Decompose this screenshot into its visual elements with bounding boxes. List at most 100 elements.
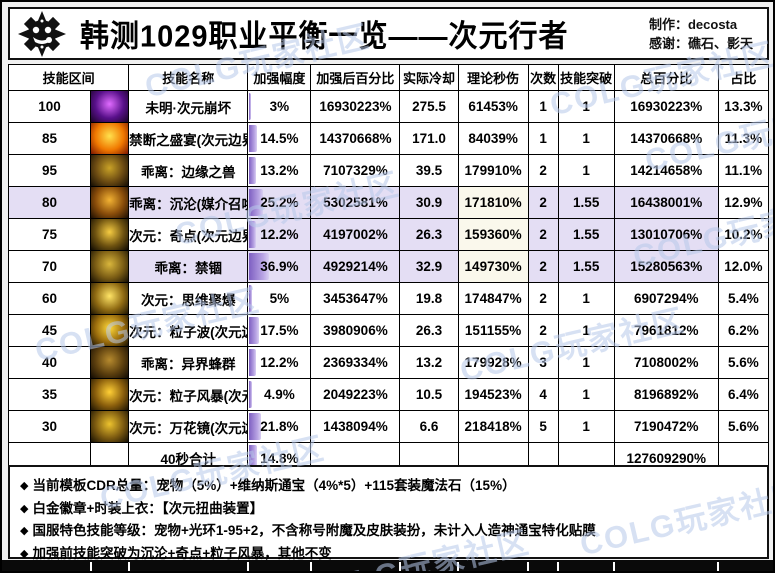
cell-theoretical-dps: 171810% [457,186,529,219]
skill-row-35: 35 次元：粒子风暴(次元边界)4.9%2049223%10.5194523%41… [7,378,770,411]
column-header-9: 占比 [717,64,770,91]
cell-level: 70 [7,250,92,283]
cell-boost: 12.2% [247,218,312,251]
cell-cooldown: 6.6 [399,410,459,443]
cell-after-percent: 7107329% [310,154,401,187]
cell-count: 4 [527,378,559,411]
cell-after-percent: 4197002% [310,218,401,251]
strip-separator [557,562,559,571]
column-header-3: 加强后百分比 [310,64,401,91]
cutoff-table-strip [2,560,773,571]
skill-row-80: 80 乖离：沉沦(媒介召唤) 25.2% 5302581% 30.9 171810% 2 1.… [7,186,770,219]
skill-icon-edge-beast [90,154,130,187]
skill-row-45: 45 次元：粒子波(次元边界)17.5%3980906%26.3151155%21… [7,314,770,347]
skill-row-70: 70 乖离：禁锢 36.9% 4929214% 32.9 149730% 2 1.55 1528… [7,250,770,283]
cell-total-percent: 8196892% [613,378,719,411]
skill-row-60: 60 次元：思维聚爆 5% 3453647% 19.8 174847% 2 1 6907294%… [7,282,770,315]
cell-boost: 36.9% [247,250,312,283]
cell-after-percent: 4929214% [310,250,401,283]
skill-icon-imprison [90,250,130,283]
strip-separator [717,562,719,571]
cell-count: 3 [527,346,559,379]
column-header-5: 理论秒伤 [457,64,529,91]
note-line-4: ◆ 加强前技能突破为沉沦+奇点+粒子风暴，其他不变 [20,545,332,561]
boost-data-bar [249,221,256,248]
cell-boost: 25.2% [247,186,312,219]
cell-breakthrough: 1 [557,314,615,347]
boost-data-bar [249,125,257,152]
cell-theoretical-dps: 61453% [457,90,529,123]
cell-boost: 3% [247,90,312,123]
cell-after-percent: 3980906% [310,314,401,347]
strip-separator [128,562,130,571]
table-header-row: 技能区间 技能名称 加强幅度 加强后百分比 实际冷却 理论秒伤 次数 技能突破 总百分比 占比 [7,64,770,91]
cell-count: 2 [527,186,559,219]
cell-after-percent: 2369334% [310,346,401,379]
cell-level: 85 [7,122,92,155]
strip-separator [527,562,529,571]
boost-data-bar [249,253,269,280]
cell-theoretical-dps: 151155% [457,314,529,347]
column-header-1: 技能名称 [128,64,249,91]
strip-separator [247,562,249,571]
cell-count: 2 [527,154,559,187]
cell-breakthrough: 1 [557,410,615,443]
cell-skill-name: 次元：思维聚爆 [128,282,249,315]
cell-total-percent: 14370668% [613,122,719,155]
note-line-3: ◆ 国服特色技能等级：宠物+光环1-95+2，不含称号附魔及皮肤装扮，未计入人造神… [20,523,596,538]
cell-theoretical-dps: 179910% [457,154,529,187]
credit-thanks: 感谢：礁石、影天 [648,35,753,51]
strip-separator [399,562,401,571]
cell-after-percent: 5302581% [310,186,401,219]
skill-icon-mind-burst [90,282,130,315]
skill-icon-particle-wave [90,314,130,347]
cell-level: 100 [7,90,92,123]
column-header-4: 实际冷却 [399,64,459,91]
cell-share: 5.6% [717,410,770,443]
guild-emblem-icon [18,10,66,57]
cell-cooldown: 13.2 [399,346,459,379]
skill-icon-kaleidoscope [90,410,130,443]
cell-total-percent: 14214658% [613,154,719,187]
strip-separator [613,562,615,571]
cell-share: 11.1% [717,154,770,187]
cell-share: 10.2% [717,218,770,251]
boost-data-bar [249,93,251,120]
cell-theoretical-dps: 159360% [457,218,529,251]
credit-maker: 制作：decosta [648,16,738,32]
cell-theoretical-dps: 149730% [457,250,529,283]
credits-block: 制作：decosta 感谢：礁石、影天 [649,15,753,53]
cell-share: 5.4% [717,282,770,315]
cell-boost: 17.5% [247,314,312,347]
cell-total-percent: 7961812% [613,314,719,347]
boost-data-bar [249,349,256,376]
cell-breakthrough: 1 [557,90,615,123]
skill-row-100: 100 未明·次元崩坏 3% 16930223% 275.5 61453% 1 1 169302… [7,90,770,123]
column-header-2: 加强幅度 [247,64,312,91]
skill-icon-particle-storm [90,378,130,411]
skill-icon-singularity [90,218,130,251]
skill-icon-swarm [90,346,130,379]
cell-share: 5.6% [717,346,770,379]
skill-row-30: 30 次元：万花镜(次元边界)21.8%1438094%6.6218418%517… [7,410,770,443]
skill-row-85: 85 禁断之盛宴(次元边界) 14.5% 14370668% 171.0 84039% 1 1… [7,122,770,155]
cell-level: 95 [7,154,92,187]
cell-breakthrough: 1 [557,378,615,411]
cell-share: 12.0% [717,250,770,283]
cell-cooldown: 10.5 [399,378,459,411]
boost-data-bar [249,189,263,216]
cell-cooldown: 32.9 [399,250,459,283]
cell-count: 2 [527,282,559,315]
cell-cooldown: 39.5 [399,154,459,187]
boost-data-bar [249,317,259,344]
cell-level: 60 [7,282,92,315]
cell-breakthrough: 1 [557,154,615,187]
cell-breakthrough: 1.55 [557,250,615,283]
cell-count: 2 [527,250,559,283]
cell-level: 35 [7,378,92,411]
cell-theoretical-dps: 218418% [457,410,529,443]
skill-icon-sinking-summon [90,186,130,219]
cell-skill-name: 禁断之盛宴(次元边界) [128,122,249,155]
cell-boost: 13.2% [247,154,312,187]
cell-boost: 14.5% [247,122,312,155]
